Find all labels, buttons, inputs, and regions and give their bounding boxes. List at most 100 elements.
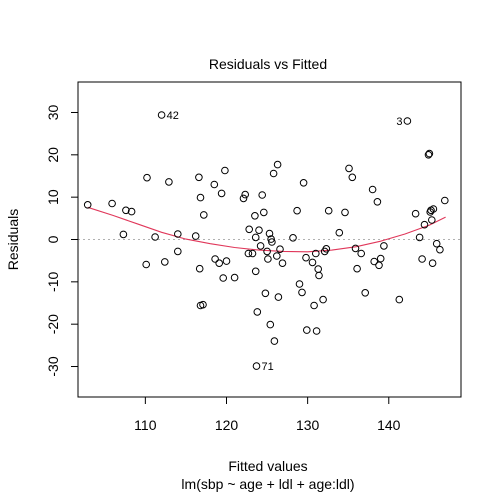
smooth-line <box>87 206 446 253</box>
model-subtitle: lm(sbp ~ age + ldl + age:ldl) <box>181 476 354 492</box>
residual-point <box>253 308 262 316</box>
residual-point <box>215 259 223 268</box>
residual-point <box>191 232 200 240</box>
residual-point <box>310 301 318 310</box>
residual-point <box>241 190 249 199</box>
residual-point <box>174 247 182 256</box>
x-tick-label: 130 <box>296 417 320 433</box>
residual-point <box>429 205 438 213</box>
residual-point <box>268 238 276 246</box>
residual-point <box>245 225 253 234</box>
residual-point <box>357 249 366 258</box>
residual-point <box>219 274 227 282</box>
residual-point <box>244 249 253 258</box>
x-axis: 110 120 130 140 <box>134 396 401 433</box>
residual-point <box>210 180 219 189</box>
residual-point <box>314 265 323 273</box>
residual-point <box>261 289 270 298</box>
residual-point <box>418 255 426 263</box>
residual-point <box>108 199 116 208</box>
y-tick-label: 20 <box>45 147 61 163</box>
residual-point <box>303 326 311 334</box>
residual-point <box>428 259 437 268</box>
residual-point <box>276 245 284 253</box>
residual-point <box>273 160 282 169</box>
residual-point <box>239 194 248 203</box>
residual-point <box>248 249 257 258</box>
residual-point <box>255 226 263 234</box>
residual-point <box>251 233 260 242</box>
residual-point <box>308 258 317 267</box>
residual-point <box>127 207 136 216</box>
residual-point <box>375 261 383 270</box>
residual-point <box>293 206 301 215</box>
residual-point <box>324 206 333 215</box>
residual-point <box>195 264 204 273</box>
residual-point <box>267 235 275 243</box>
residual-point <box>289 234 297 242</box>
x-tick-label: 120 <box>215 417 239 433</box>
residual-point <box>428 216 436 224</box>
x-tick-label: 140 <box>377 417 401 433</box>
point-label: 42 <box>167 110 179 122</box>
residual-point <box>266 320 275 329</box>
residual-point <box>119 230 128 239</box>
residual-point <box>199 300 207 309</box>
residual-point <box>312 327 321 335</box>
y-tick-label: 0 <box>45 235 61 243</box>
residual-point <box>436 245 444 254</box>
residual-point <box>353 264 361 273</box>
residual-point <box>157 111 166 119</box>
residual-point <box>380 242 388 250</box>
y-tick-label: 10 <box>45 189 61 205</box>
residual-point <box>319 295 327 304</box>
residual-point <box>269 169 278 178</box>
point-labels: 42 3 71 <box>167 110 403 373</box>
y-tick-label: -20 <box>45 314 61 334</box>
residual-point <box>403 117 412 125</box>
residual-point <box>221 166 229 175</box>
residual-point <box>348 173 357 182</box>
y-tick-label: 30 <box>45 104 61 120</box>
residual-point <box>265 229 274 238</box>
residual-point <box>211 255 219 263</box>
residual-point <box>222 257 231 265</box>
residual-point <box>174 230 182 238</box>
residual-point <box>441 196 449 205</box>
residual-point <box>258 191 267 199</box>
residual-point <box>143 173 151 182</box>
residual-point <box>368 185 377 194</box>
residual-point <box>151 233 159 241</box>
residual-point <box>376 254 385 263</box>
residual-point <box>432 239 441 248</box>
residual-point <box>122 206 130 215</box>
residual-point <box>315 271 323 280</box>
residual-point <box>230 273 239 282</box>
chart-title: Residuals vs Fitted <box>209 56 327 72</box>
residual-point <box>295 280 304 288</box>
residual-point <box>312 249 320 258</box>
residual-point <box>252 362 261 370</box>
residual-point <box>373 198 382 206</box>
residual-point <box>217 189 226 198</box>
residual-point <box>251 267 260 276</box>
residual-point <box>420 220 429 229</box>
y-tick-label: -30 <box>45 356 61 376</box>
residual-point <box>264 255 272 263</box>
x-tick-label: 110 <box>134 417 157 433</box>
residual-point <box>335 228 344 237</box>
residual-point <box>251 212 259 220</box>
residual-point <box>161 258 169 266</box>
residual-point <box>345 164 353 173</box>
point-label: 71 <box>262 361 274 373</box>
residual-point <box>195 173 203 182</box>
residual-point <box>370 257 379 266</box>
y-axis: -30 -20 -10 0 10 20 30 <box>45 104 79 377</box>
residual-point <box>142 260 150 269</box>
residual-point <box>411 209 420 218</box>
residual-point <box>165 178 173 186</box>
residual-point <box>341 208 349 217</box>
residual-point <box>361 289 370 297</box>
residual-point <box>260 208 268 217</box>
